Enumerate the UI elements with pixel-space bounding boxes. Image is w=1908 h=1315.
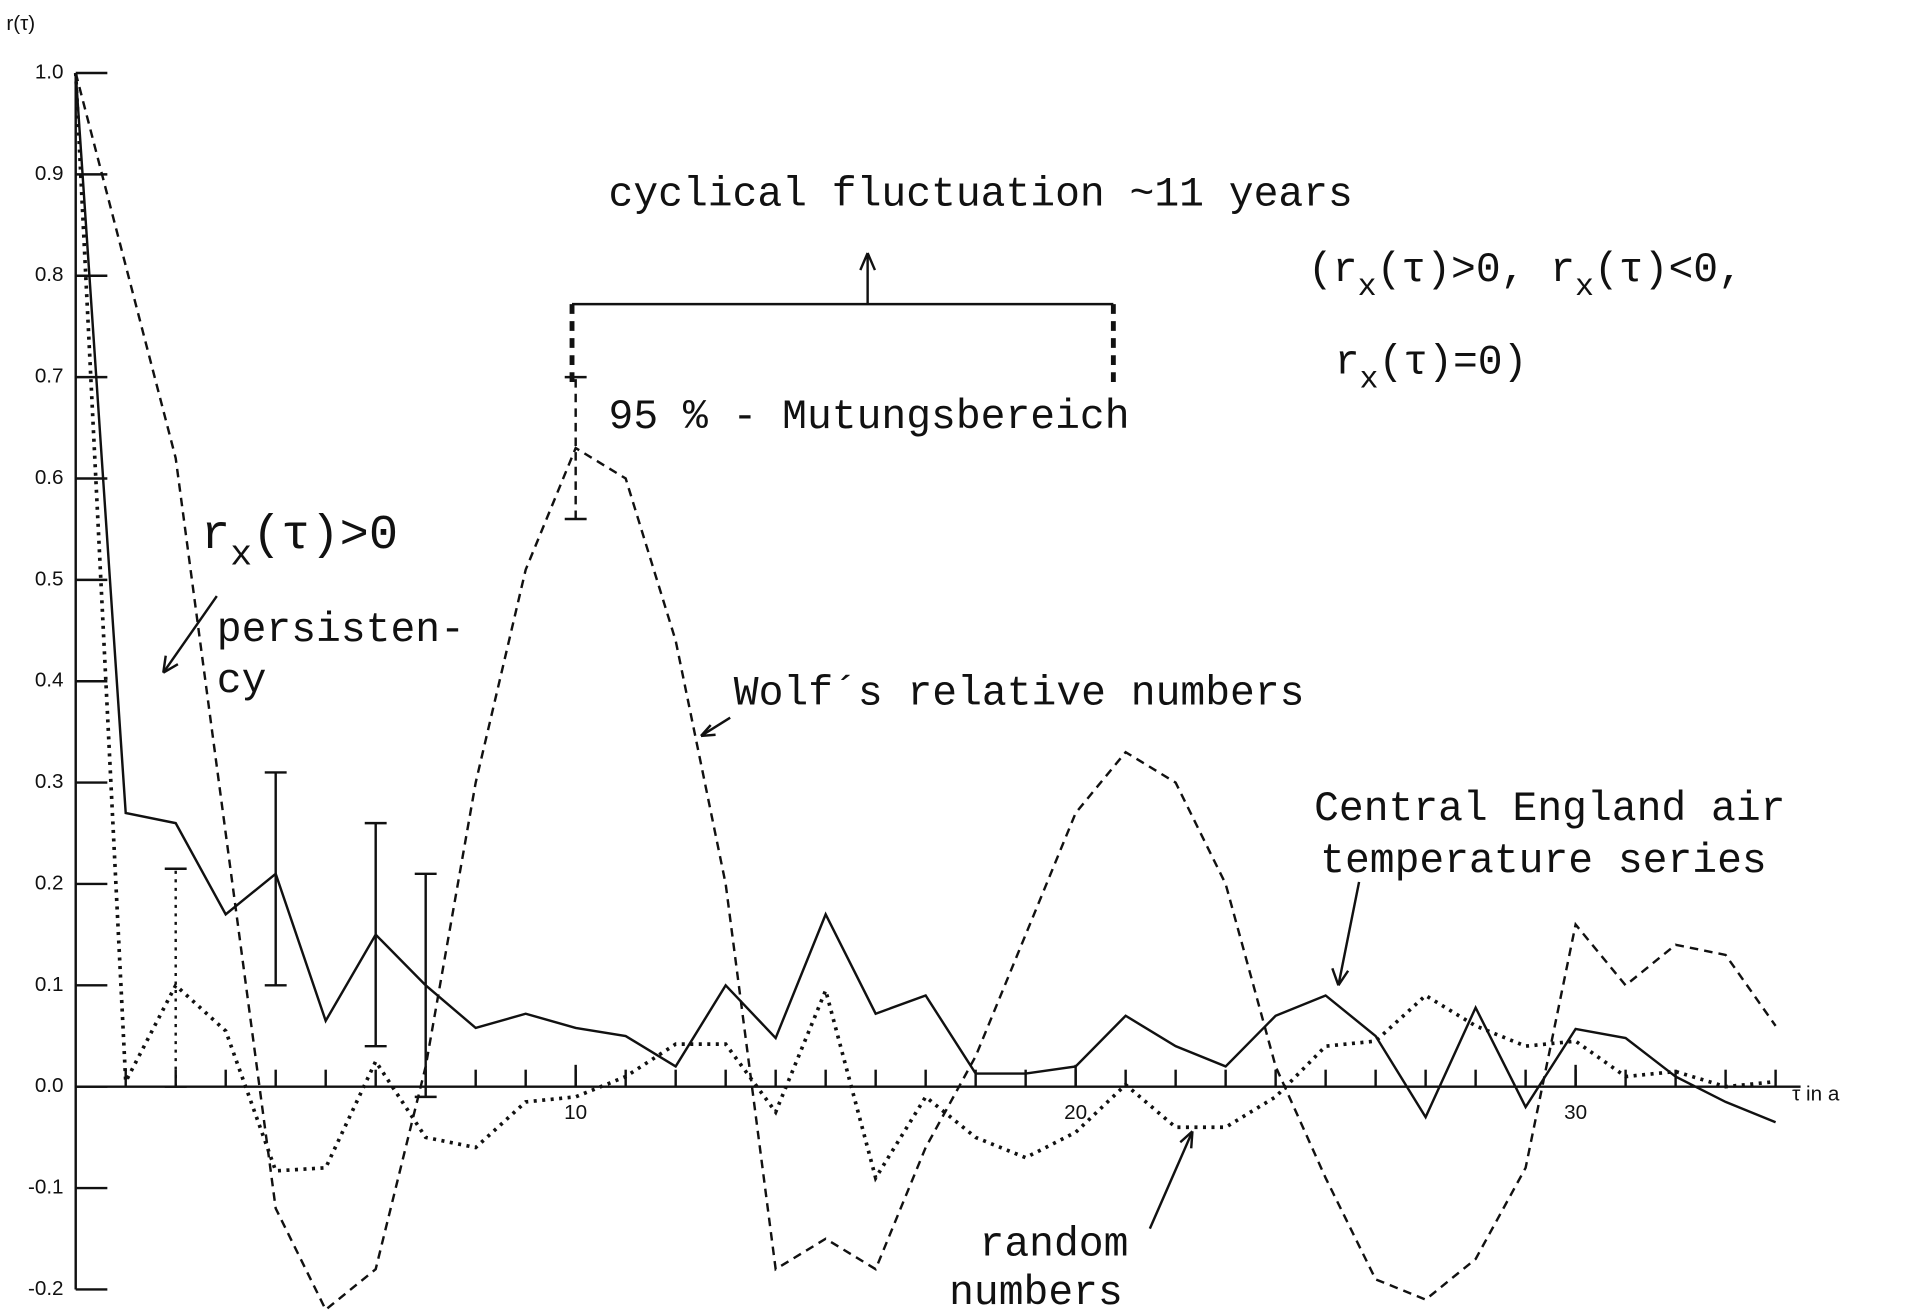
series-label: Wolf´s relative numbers <box>734 671 1305 717</box>
annotation-part: x <box>1575 270 1594 305</box>
y-tick-label: 0.0 <box>35 1074 64 1097</box>
annotation-part: (r <box>1308 248 1358 294</box>
y-tick-label: 0.8 <box>35 263 64 286</box>
series-label: random <box>980 1222 1129 1268</box>
annotation-part: x <box>1360 363 1379 398</box>
y-tick-label: 1.0 <box>35 60 64 83</box>
error-bar <box>414 872 437 1099</box>
y-tick-label: -0.1 <box>28 1176 64 1199</box>
annotation: rx(τ)>0 <box>201 507 398 575</box>
series-label: numbers <box>949 1271 1123 1315</box>
y-tick-label: 0.9 <box>35 162 64 185</box>
series-label: Central England air <box>1314 787 1785 833</box>
annotation-part: (τ)>0, r <box>1377 248 1575 294</box>
annotation-part: (τ)>0 <box>252 507 398 563</box>
error-bar <box>164 867 187 1088</box>
annotation-part: r <box>201 507 230 563</box>
y-tick-label: 0.4 <box>35 669 64 692</box>
annotation-arrows <box>162 252 1361 1230</box>
error-bar <box>564 375 587 521</box>
x-tick-label: 20 <box>1064 1101 1087 1124</box>
annotation: (rx(τ)>0, rx(τ)<0, <box>1308 248 1743 305</box>
annotation-part: r <box>1335 340 1360 386</box>
annotation-part: (τ)=0) <box>1379 340 1528 386</box>
annotation: 95 % - Mutungsbereich <box>609 395 1130 441</box>
series-line <box>74 72 1777 1312</box>
x-tick-label: 10 <box>564 1101 587 1124</box>
annotation: cy <box>217 659 267 705</box>
y-tick-label: 0.2 <box>35 871 64 894</box>
annotation-part: (τ)<0, <box>1594 248 1743 294</box>
annotation: cyclical fluctuation ~11 years <box>609 173 1353 219</box>
y-tick-label: 0.3 <box>35 770 64 793</box>
series-line <box>74 72 1777 1124</box>
y-axis-label: r(τ) <box>6 12 35 35</box>
series-label: temperature series <box>1320 839 1767 885</box>
y-tick-label: 0.1 <box>35 973 64 996</box>
y-tick-label: 0.7 <box>35 365 64 388</box>
x-tick-label: 30 <box>1564 1101 1587 1124</box>
y-tick-label: 0.6 <box>35 466 64 489</box>
y-tick-label: -0.2 <box>28 1277 64 1300</box>
x-axis-label: τ in a <box>1792 1082 1840 1105</box>
annotation: persisten- <box>217 608 465 654</box>
annotation-part: x <box>1358 270 1377 305</box>
error-bar <box>364 821 387 1048</box>
error-bar <box>264 771 287 987</box>
annotation-part: x <box>230 534 252 575</box>
annotation: rx(τ)=0) <box>1335 340 1528 397</box>
y-tick-label: 0.5 <box>35 567 64 590</box>
